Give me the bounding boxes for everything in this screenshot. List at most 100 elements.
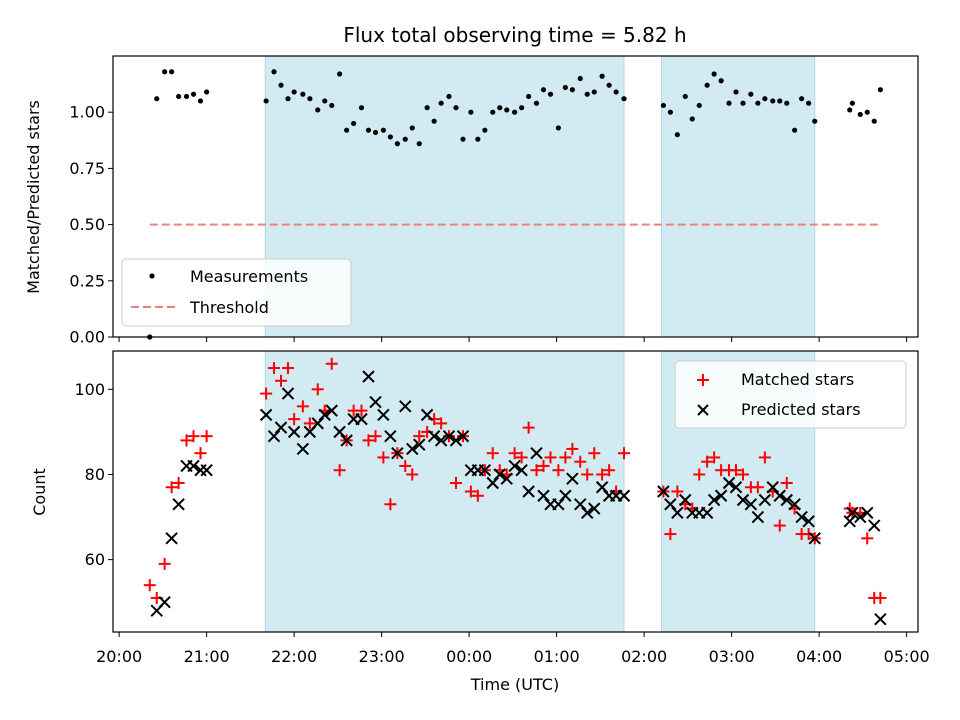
matched-star-point [187, 430, 200, 443]
measurement-point [300, 91, 306, 97]
matched-star-point [773, 519, 786, 532]
measurement-point [512, 109, 518, 115]
predicted-star-point [617, 489, 631, 502]
predicted-star-point [552, 498, 565, 511]
predicted-star-point [434, 434, 448, 447]
predicted-star-point [515, 464, 528, 477]
x-tick-label: 04:00 [796, 647, 842, 666]
measurement-point [540, 87, 547, 93]
predicted-star-point [391, 446, 404, 460]
measurement-point [606, 82, 612, 88]
matched-star-point [325, 357, 338, 370]
predicted-star-point [362, 370, 375, 383]
matched-star-point [194, 447, 207, 460]
matched-star-point [874, 591, 887, 604]
measurement-point [482, 127, 488, 133]
y-tick-label: 0.00 [69, 328, 105, 347]
measurement-point [792, 127, 798, 133]
predicted-star-point [318, 408, 331, 422]
measurement-point [526, 93, 532, 100]
measurement-point [555, 125, 561, 131]
predicted-star-point [874, 613, 887, 626]
predicted-star-point [537, 489, 550, 502]
measurement-point [748, 91, 754, 97]
measurement-point [847, 107, 853, 113]
top-x-ticks [118, 337, 908, 342]
matched-star-point [406, 468, 419, 481]
measurement-point [740, 100, 746, 106]
legend-measurements-marker [149, 273, 155, 279]
x-tick-label: 05:00 [884, 647, 930, 666]
top-legend: Measurements Threshold [121, 258, 352, 327]
predicted-star-point [751, 510, 765, 524]
predicted-star-point [773, 489, 786, 502]
measurement-point [696, 102, 702, 109]
measurement-point [547, 91, 554, 97]
predicted-star-point [522, 485, 535, 498]
top-legend-box [121, 258, 352, 327]
predicted-star-point [657, 485, 670, 498]
matched-star-point [377, 451, 390, 464]
matched-star-point [288, 413, 301, 426]
x-tick-label: 03:00 [709, 647, 755, 666]
measurement-point [344, 127, 350, 133]
top-axes-frame [112, 55, 919, 338]
predicted-star-point [333, 425, 346, 439]
measurement-point [337, 71, 343, 77]
matched-star-point [486, 447, 499, 460]
matched-star-point [522, 421, 535, 434]
measurement-point [329, 102, 335, 109]
predicted-star-point [729, 481, 743, 494]
matched-star-point [464, 485, 477, 498]
predicted-star-point [722, 476, 736, 490]
measurement-point [204, 89, 210, 95]
measurement-point [849, 100, 855, 106]
measurement-point [704, 82, 710, 88]
measurement-point [762, 96, 768, 102]
bottom-plot-area [143, 357, 887, 626]
predicted-star-point [846, 506, 859, 519]
predicted-star-point [530, 446, 543, 460]
measurement-point [372, 129, 379, 136]
matched-star-point [780, 476, 793, 489]
predicted-star-point [187, 459, 200, 473]
predicted-star-point [808, 532, 821, 545]
top-y-axis: 0.00 0.25 0.50 0.75 1.00 [69, 103, 113, 347]
measurement-point [263, 98, 269, 104]
measurement-point [726, 100, 732, 106]
predicted-star-point [574, 498, 587, 511]
matched-star-point [471, 489, 484, 502]
predicted-star-point [427, 429, 441, 443]
matched-star-point [260, 387, 273, 400]
matched-star-point [355, 404, 368, 417]
matched-star-point [180, 434, 193, 447]
legend-predicted-marker [697, 404, 709, 416]
matched-star-point [311, 383, 324, 396]
bottom-axes-frame [112, 350, 919, 633]
y-tick-label: 100 [74, 380, 105, 399]
y-tick-label: 60 [85, 550, 105, 569]
matched-star-point [708, 451, 721, 464]
predicted-star-point [736, 493, 750, 507]
predicted-star-point [456, 429, 470, 443]
matched-star-point [664, 528, 677, 541]
predicted-star-point [664, 498, 677, 511]
measurement-point [613, 89, 619, 95]
measurement-point [475, 136, 481, 142]
predicted-star-point [158, 595, 171, 609]
matched-star-point [530, 464, 543, 477]
matched-star-point [333, 464, 346, 477]
measurement-point [416, 141, 422, 147]
x-tick-label: 02:00 [621, 647, 667, 666]
predicted-star-point [355, 412, 368, 426]
legend-matched-marker [697, 374, 709, 386]
measurement-point [591, 89, 597, 95]
measurement-point [460, 136, 466, 142]
measurement-point [584, 91, 590, 97]
measurement-point [190, 91, 197, 97]
predicted-star-point [311, 417, 324, 430]
chart-title: Flux total observing time = 5.82 h [343, 23, 686, 47]
matched-star-point [693, 468, 706, 481]
matched-star-point [450, 476, 462, 489]
